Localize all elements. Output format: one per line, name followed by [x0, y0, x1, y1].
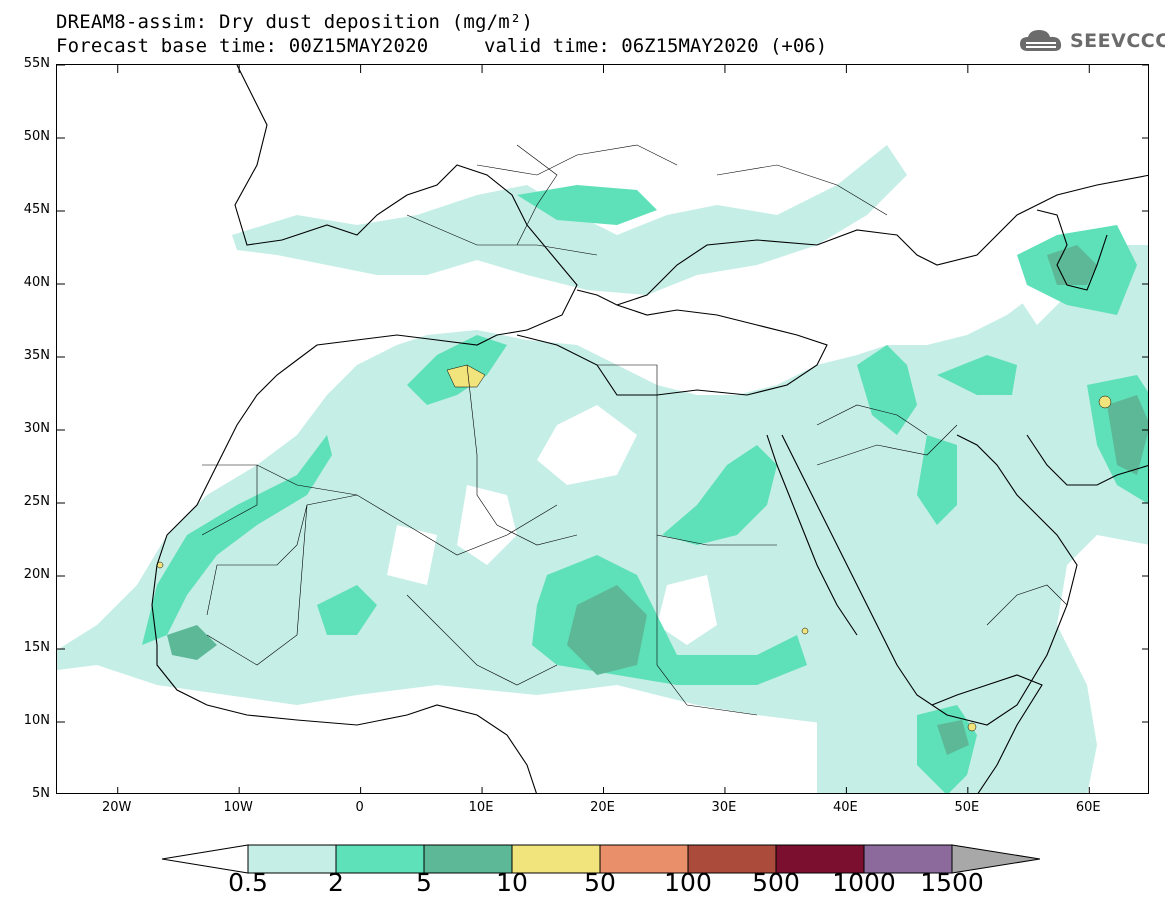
map-area: [56, 64, 1149, 794]
colorbar: [161, 844, 1040, 874]
lat-label: 25N: [23, 494, 50, 509]
lat-label: 50N: [23, 129, 50, 144]
colorbar-level-label: 0.5: [228, 868, 268, 897]
map-title: DREAM8-assim: Dry dust deposition (mg/m²…: [56, 11, 534, 33]
lon-label: 60E: [1075, 800, 1101, 815]
colorbar-cell: [247, 844, 337, 874]
logo-text: SEEVCCC: [1070, 30, 1165, 52]
lat-label: 30N: [23, 421, 50, 436]
lat-label: 55N: [23, 56, 50, 71]
lat-label: 20N: [23, 567, 50, 582]
cloud-icon: [1020, 30, 1062, 51]
lon-label: 10E: [468, 800, 494, 815]
colorbar-level-label: 100: [664, 868, 712, 897]
colorbar-level-label: 5: [416, 868, 432, 897]
forecast-base-time: Forecast base time: 00Z15MAY2020: [56, 35, 429, 57]
colorbar-cell: [863, 844, 953, 874]
colorbar-level-label: 1000: [832, 868, 896, 897]
lon-label: 20W: [102, 800, 132, 815]
lon-label: 40E: [832, 800, 858, 815]
lat-label: 15N: [23, 640, 50, 655]
lat-label: 40N: [23, 275, 50, 290]
country-borders: [201, 144, 1068, 716]
colorbar-level-label: 50: [584, 868, 616, 897]
valid-time: valid time: 06Z15MAY2020 (+06): [484, 35, 828, 57]
colorbar-over-triangle: [951, 844, 1040, 874]
lon-label: 20E: [590, 800, 615, 815]
colorbar-cell: [511, 844, 601, 874]
colorbar-level-label: 2: [328, 868, 344, 897]
colorbar-level-label: 10: [496, 868, 528, 897]
lat-label: 10N: [23, 713, 50, 728]
lon-label: 50E: [954, 800, 980, 815]
coastlines: [151, 65, 1148, 793]
lon-label: 10W: [223, 800, 253, 815]
lat-label: 35N: [23, 348, 50, 363]
colorbar-cell: [775, 844, 865, 874]
deposition-high-fill: [156, 364, 1112, 732]
axis-ticks: [57, 65, 1148, 793]
colorbar-level-label: 1500: [920, 868, 984, 897]
lon-label: 0: [355, 800, 364, 815]
seevccc-logo: SEEVCCC: [1018, 26, 1165, 56]
colorbar-cell: [423, 844, 513, 874]
lon-label: 30E: [711, 800, 737, 815]
colorbar-cell: [599, 844, 689, 874]
lat-label: 5N: [32, 786, 50, 801]
colorbar-level-label: 500: [752, 868, 800, 897]
lat-label: 45N: [23, 202, 50, 217]
deposition-dense-fill: [167, 245, 1148, 755]
dust-deposition-map: [57, 65, 1148, 793]
